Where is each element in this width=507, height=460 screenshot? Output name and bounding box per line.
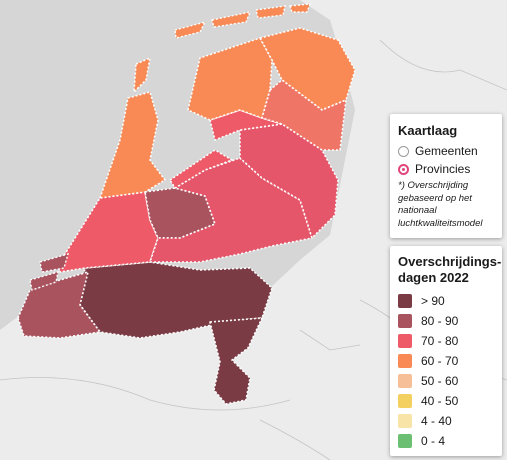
- layer-panel-title: Kaartlaag: [398, 123, 458, 138]
- wadden-islands: [174, 3, 312, 39]
- radio-checked-icon[interactable]: [398, 163, 409, 175]
- legend-label: 70 - 80: [421, 334, 459, 348]
- layer-option-provincies[interactable]: Provincies: [398, 162, 470, 176]
- layer-option-gemeenten[interactable]: Gemeenten: [398, 144, 478, 158]
- province-noord-holland-texel[interactable]: [133, 57, 151, 93]
- legend-swatch: [398, 374, 412, 388]
- legend-item: 4 - 40: [398, 414, 452, 428]
- legend-label: 60 - 70: [421, 354, 459, 368]
- legend-swatch: [398, 434, 412, 448]
- province-flevoland-north[interactable]: [209, 109, 283, 141]
- province-overijssel[interactable]: [239, 123, 339, 239]
- legend-label: 80 - 90: [421, 314, 459, 328]
- layer-panel: Kaartlaag Gemeenten Provincies *) Oversc…: [390, 114, 502, 238]
- province-drenthe[interactable]: [261, 79, 347, 151]
- legend-panel: Overschrijdings-dagen 2022 > 90 80 - 90 …: [390, 246, 502, 456]
- legend-item: 50 - 60: [398, 374, 458, 388]
- legend-label: 0 - 4: [421, 434, 446, 448]
- legend-swatch: [398, 394, 412, 408]
- legend-swatch: [398, 354, 412, 368]
- legend-title: Overschrijdings-dagen 2022: [398, 254, 502, 285]
- radio-unchecked-icon[interactable]: [398, 145, 409, 157]
- legend-label: 40 - 50: [421, 394, 459, 408]
- layer-option-label: Gemeenten: [415, 144, 478, 158]
- legend-item: 70 - 80: [398, 334, 458, 348]
- legend-label: 50 - 60: [421, 374, 459, 388]
- layer-panel-note: *) Overschrijding gebaseerd op het natio…: [398, 180, 483, 229]
- legend-swatch: [398, 314, 412, 328]
- province-friesland[interactable]: [187, 37, 273, 121]
- legend-swatch: [398, 294, 412, 308]
- legend-item: 60 - 70: [398, 354, 458, 368]
- legend-label: > 90: [421, 294, 445, 308]
- province-limburg[interactable]: [209, 317, 263, 405]
- legend-item: 0 - 4: [398, 434, 445, 448]
- layer-option-label: Provincies: [415, 162, 471, 176]
- legend-item: 80 - 90: [398, 314, 458, 328]
- province-flevoland[interactable]: [169, 149, 233, 189]
- zeeland-islands: [29, 252, 70, 291]
- province-groningen[interactable]: [259, 27, 356, 111]
- legend-item: 40 - 50: [398, 394, 458, 408]
- province-noord-holland[interactable]: [99, 91, 166, 199]
- legend-swatch: [398, 414, 412, 428]
- legend-item: > 90: [398, 294, 445, 308]
- legend-label: 4 - 40: [421, 414, 452, 428]
- legend-swatch: [398, 334, 412, 348]
